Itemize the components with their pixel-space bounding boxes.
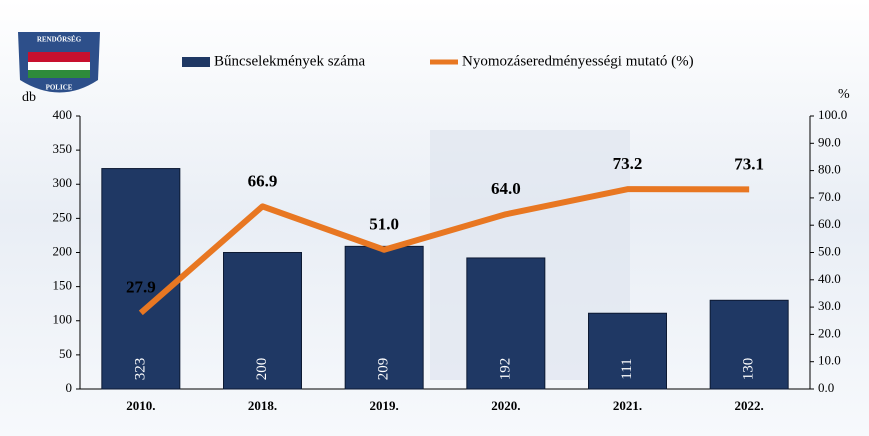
logo-text: RENDŐRSÉG	[37, 36, 82, 44]
y2-axis-label: %	[838, 87, 850, 102]
y2-tick-label: 90.0	[818, 134, 841, 149]
line	[138, 186, 750, 316]
bar	[101, 168, 181, 390]
bar	[466, 257, 546, 390]
y-tick-label: 0	[66, 380, 73, 395]
y2-tick-label: 80.0	[818, 162, 841, 177]
y-tick-label: 350	[53, 141, 73, 156]
bar-value-label: 192	[497, 358, 513, 381]
x-tick-label: 2010.	[126, 398, 155, 413]
y-tick-label: 250	[53, 209, 73, 224]
bar	[223, 252, 302, 390]
y-tick-label: 150	[53, 278, 73, 293]
y2-tick-label: 60.0	[818, 216, 841, 231]
logo-stripe	[28, 52, 90, 62]
legend-label: Nyomozáseredményességi mutató (%)	[462, 53, 694, 69]
logo-stripe	[28, 70, 90, 78]
y2-tick-label: 20.0	[818, 325, 841, 340]
y-tick-label: 200	[53, 243, 73, 258]
bar-value-label: 111	[619, 358, 635, 379]
y2-tick-label: 70.0	[818, 189, 841, 204]
y-tick-label: 300	[53, 175, 73, 190]
y-axis-label: db	[22, 90, 36, 105]
y-tick-label: 400	[53, 107, 73, 122]
bar-value-label: 200	[254, 358, 270, 381]
y-tick-label: 50	[59, 346, 72, 361]
y2-tick-label: 40.0	[818, 271, 841, 286]
y2-tick-label: 50.0	[818, 243, 841, 258]
logo-stripe	[28, 62, 90, 70]
legend-swatch	[182, 57, 210, 67]
bar-value-label: 209	[376, 358, 392, 381]
y-tick-label: 100	[53, 312, 73, 327]
line-value-label: 51.0	[369, 215, 399, 234]
y2-tick-label: 30.0	[818, 298, 841, 313]
bar-value-label: 130	[741, 358, 757, 381]
y2-tick-label: 0.0	[818, 380, 834, 395]
x-tick-label: 2020.	[491, 398, 520, 413]
y2-tick-label: 100.0	[818, 107, 847, 122]
x-tick-label: 2019.	[370, 398, 399, 413]
line-value-label: 27.9	[126, 278, 156, 297]
line-value-label: 64.0	[491, 179, 521, 198]
line-value-label: 73.1	[734, 154, 764, 173]
line-value-label: 73.2	[613, 154, 643, 173]
line-value-label: 66.9	[248, 171, 278, 190]
y2-tick-label: 10.0	[818, 353, 841, 368]
logo: RENDŐRSÉG POLICE	[18, 32, 100, 93]
bar	[344, 245, 424, 390]
x-tick-label: 2021.	[613, 398, 642, 413]
logo-text: POLICE	[46, 84, 73, 92]
legend-label: Bűncselekmények száma	[214, 53, 366, 69]
bar	[709, 299, 789, 390]
x-tick-label: 2022.	[735, 398, 764, 413]
bar	[588, 312, 667, 390]
x-tick-label: 2018.	[248, 398, 277, 413]
bar-value-label: 323	[132, 358, 148, 381]
